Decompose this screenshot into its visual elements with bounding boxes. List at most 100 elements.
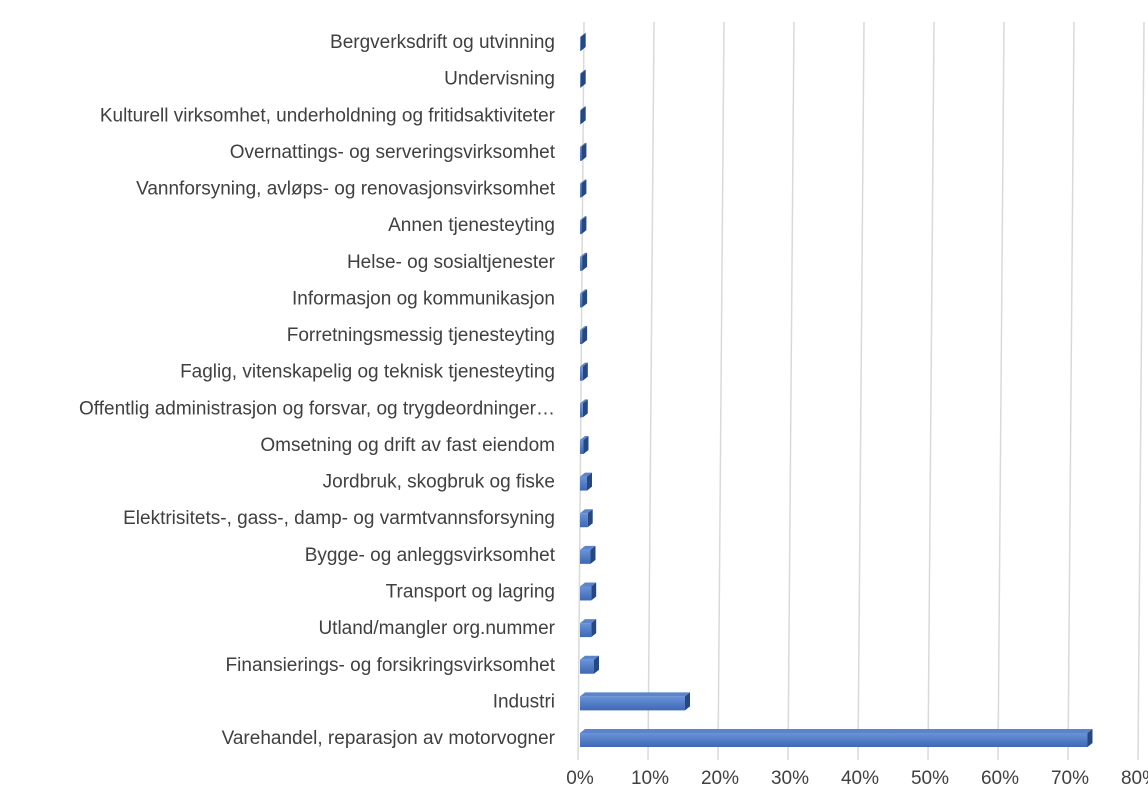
y-tick-label: Vannforsyning, avløps- og renovasjonsvir… — [136, 179, 556, 200]
grid-line — [787, 21, 795, 761]
x-tick-label: 20% — [701, 768, 739, 789]
y-tick-label: Informasjon og kommunikasjon — [292, 288, 555, 309]
bar-face — [580, 330, 583, 345]
y-tick-label: Varehandel, reparasjon av motorvogner — [222, 728, 556, 749]
y-tick-label: Finansierings- og forsikringsvirksomhet — [226, 655, 556, 676]
y-tick-label: Annen tjenesteyting — [388, 215, 555, 236]
bar-side — [587, 472, 592, 491]
bar-top — [580, 399, 588, 404]
x-tick-label: 70% — [1051, 768, 1089, 789]
y-tick-label: Forretningsmessig tjenesteyting — [287, 325, 555, 346]
bar-face — [580, 110, 581, 125]
bar-top — [580, 472, 592, 477]
bar — [580, 729, 1093, 747]
bar — [580, 655, 599, 674]
bar — [580, 545, 596, 564]
bar-top — [580, 216, 587, 221]
bar — [580, 362, 588, 381]
bar-side — [580, 33, 586, 51]
y-tick-label: Jordbruk, skogbruk og fiske — [323, 472, 555, 493]
bar-face — [580, 366, 583, 381]
y-tick-label: Offentlig administrasjon og forsvar, og … — [79, 398, 555, 419]
bar-side — [582, 362, 588, 381]
bar-top — [580, 362, 588, 367]
x-tick-label: 30% — [771, 768, 809, 789]
bar-side — [582, 326, 588, 345]
bar-side — [591, 619, 597, 638]
bar — [580, 33, 586, 51]
bar-top — [580, 619, 597, 624]
bar-face — [580, 659, 594, 674]
bar — [580, 142, 587, 161]
bar — [580, 619, 597, 638]
y-tick-label: Elektrisitets-, gass-, damp- og varmtvan… — [123, 508, 555, 529]
y-tick-label: Undervisning — [444, 69, 555, 90]
bar-side — [581, 142, 587, 161]
x-tick-label: 60% — [981, 768, 1019, 789]
bar-side — [581, 216, 587, 235]
bar — [580, 252, 588, 271]
y-tick-label: Kulturell virksomhet, underholdning og f… — [100, 105, 556, 126]
bar-face — [580, 439, 584, 454]
bar — [580, 582, 597, 601]
y-tick-label: Bergverksdrift og utvinning — [330, 32, 555, 53]
bar-face — [580, 73, 581, 88]
bar-face — [580, 733, 1088, 747]
bar-top — [580, 142, 587, 147]
bar-top — [580, 655, 599, 660]
bar-face — [580, 293, 583, 308]
y-tick-label: Industri — [493, 691, 555, 712]
bar-face — [580, 513, 588, 528]
grid-line — [577, 21, 585, 761]
bar — [580, 289, 588, 308]
bar-face — [580, 586, 592, 601]
y-tick-label: Faglig, vitenskapelig og teknisk tjenest… — [180, 362, 555, 383]
x-tick-label: 80% — [1121, 768, 1148, 789]
bar — [580, 472, 592, 491]
y-tick-label: Transport og lagring — [386, 581, 555, 602]
grid-line — [1067, 21, 1075, 761]
bar-face — [580, 696, 685, 711]
bar-top — [580, 509, 593, 514]
bar — [580, 326, 588, 345]
bar-side — [582, 252, 588, 271]
bar-side — [582, 399, 588, 418]
bar-side — [580, 106, 586, 125]
bar-top — [580, 252, 588, 257]
bar-side — [582, 289, 588, 308]
x-tick-label: 10% — [631, 768, 669, 789]
grid-line — [717, 21, 725, 761]
y-tick-label: Overnattings- og serveringsvirksomhet — [230, 142, 556, 163]
bar-side — [1087, 729, 1093, 747]
bar-top — [580, 69, 586, 74]
bar-top — [580, 289, 588, 294]
bar-face — [580, 256, 583, 271]
bar — [580, 69, 586, 88]
bar — [580, 179, 587, 198]
bar-face — [580, 476, 587, 491]
grid-line — [997, 21, 1005, 761]
bar-side — [594, 655, 599, 674]
grid-line — [927, 21, 935, 761]
bar — [580, 106, 586, 125]
x-tick-label: 40% — [841, 768, 879, 789]
bar-top — [580, 582, 597, 587]
grid-line — [1137, 21, 1145, 761]
y-tick-label: Bygge- og anleggsvirksomhet — [305, 545, 556, 566]
bar-top — [580, 729, 1093, 733]
bar-side — [685, 692, 690, 711]
bar — [580, 435, 589, 454]
bar-side — [591, 582, 597, 601]
bar-face — [580, 220, 582, 235]
bar-face — [580, 403, 583, 418]
bar-top — [580, 179, 587, 184]
bar-top — [580, 33, 586, 37]
bar-face — [580, 37, 581, 51]
bar-top — [580, 106, 586, 111]
y-tick-label: Omsetning og drift av fast eiendom — [260, 435, 555, 456]
bar-top — [580, 435, 589, 440]
bar-side — [581, 179, 587, 198]
y-tick-label: Utland/mangler org.nummer — [318, 618, 555, 639]
bar-face — [580, 623, 592, 638]
